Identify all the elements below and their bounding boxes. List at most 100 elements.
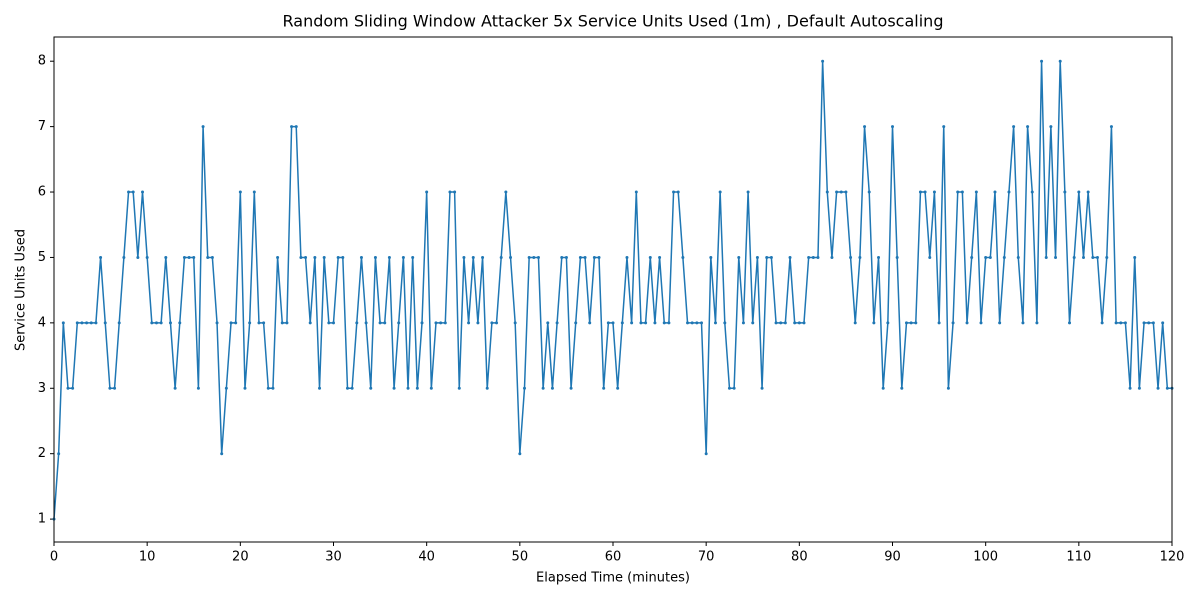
point: [900, 386, 904, 390]
point: [723, 321, 727, 325]
point: [154, 321, 158, 325]
point: [238, 190, 242, 194]
point: [141, 190, 145, 194]
point: [527, 255, 531, 259]
point: [630, 321, 634, 325]
point: [387, 255, 391, 259]
point: [1054, 255, 1058, 259]
y-tick-label: 7: [38, 119, 46, 134]
point: [182, 255, 186, 259]
point: [555, 321, 559, 325]
point: [653, 321, 657, 325]
point: [164, 255, 168, 259]
point: [956, 190, 960, 194]
point: [257, 321, 261, 325]
point: [583, 255, 587, 259]
point: [453, 190, 457, 194]
point: [970, 255, 974, 259]
point: [658, 255, 662, 259]
point: [895, 255, 899, 259]
point: [877, 255, 881, 259]
point: [439, 321, 443, 325]
point: [131, 190, 135, 194]
point: [1068, 321, 1072, 325]
point: [727, 386, 731, 390]
point: [611, 321, 615, 325]
point: [210, 255, 214, 259]
point: [881, 386, 885, 390]
point: [276, 255, 280, 259]
point: [99, 255, 103, 259]
point: [928, 255, 932, 259]
point: [201, 125, 205, 129]
point: [1044, 255, 1048, 259]
point: [746, 190, 750, 194]
point: [1133, 255, 1137, 259]
point: [1161, 321, 1165, 325]
point: [765, 255, 769, 259]
point: [574, 321, 578, 325]
point: [127, 190, 131, 194]
point: [769, 255, 773, 259]
point: [709, 255, 713, 259]
point: [499, 255, 503, 259]
point: [61, 321, 65, 325]
point: [853, 321, 857, 325]
point: [1147, 321, 1151, 325]
point: [960, 190, 964, 194]
point: [704, 452, 708, 456]
point: [420, 321, 424, 325]
point: [383, 321, 387, 325]
point: [844, 190, 848, 194]
point: [1156, 386, 1160, 390]
point: [779, 321, 783, 325]
point: [951, 321, 955, 325]
point: [509, 255, 513, 259]
point: [71, 386, 75, 390]
y-tick-label: 3: [38, 381, 46, 396]
point: [644, 321, 648, 325]
point: [1128, 386, 1132, 390]
point: [159, 321, 163, 325]
point: [94, 321, 98, 325]
point: [569, 386, 573, 390]
point: [1081, 255, 1085, 259]
point: [1035, 321, 1039, 325]
point: [1109, 125, 1113, 129]
point: [471, 255, 475, 259]
y-axis-label: Service Units Used: [14, 229, 29, 351]
point: [886, 321, 890, 325]
point: [1137, 386, 1141, 390]
point: [401, 255, 405, 259]
point: [89, 321, 93, 325]
point: [108, 386, 112, 390]
point: [304, 255, 308, 259]
point: [1142, 321, 1146, 325]
point: [280, 321, 284, 325]
y-tick-label: 1: [38, 512, 46, 527]
point: [984, 255, 988, 259]
point: [206, 255, 210, 259]
point: [355, 321, 359, 325]
point: [136, 255, 140, 259]
point: [1002, 255, 1006, 259]
point: [676, 190, 680, 194]
point: [974, 190, 978, 194]
point: [690, 321, 694, 325]
x-tick-label: 110: [1066, 550, 1091, 565]
point: [909, 321, 913, 325]
y-tick-label: 4: [38, 315, 46, 330]
point: [741, 321, 745, 325]
x-tick-label: 10: [139, 550, 156, 565]
point: [248, 321, 252, 325]
point: [835, 190, 839, 194]
point: [145, 255, 149, 259]
point: [336, 255, 340, 259]
point: [1086, 190, 1090, 194]
point: [443, 321, 447, 325]
point: [914, 321, 918, 325]
point: [397, 321, 401, 325]
point: [485, 386, 489, 390]
point: [602, 386, 606, 390]
point: [588, 321, 592, 325]
